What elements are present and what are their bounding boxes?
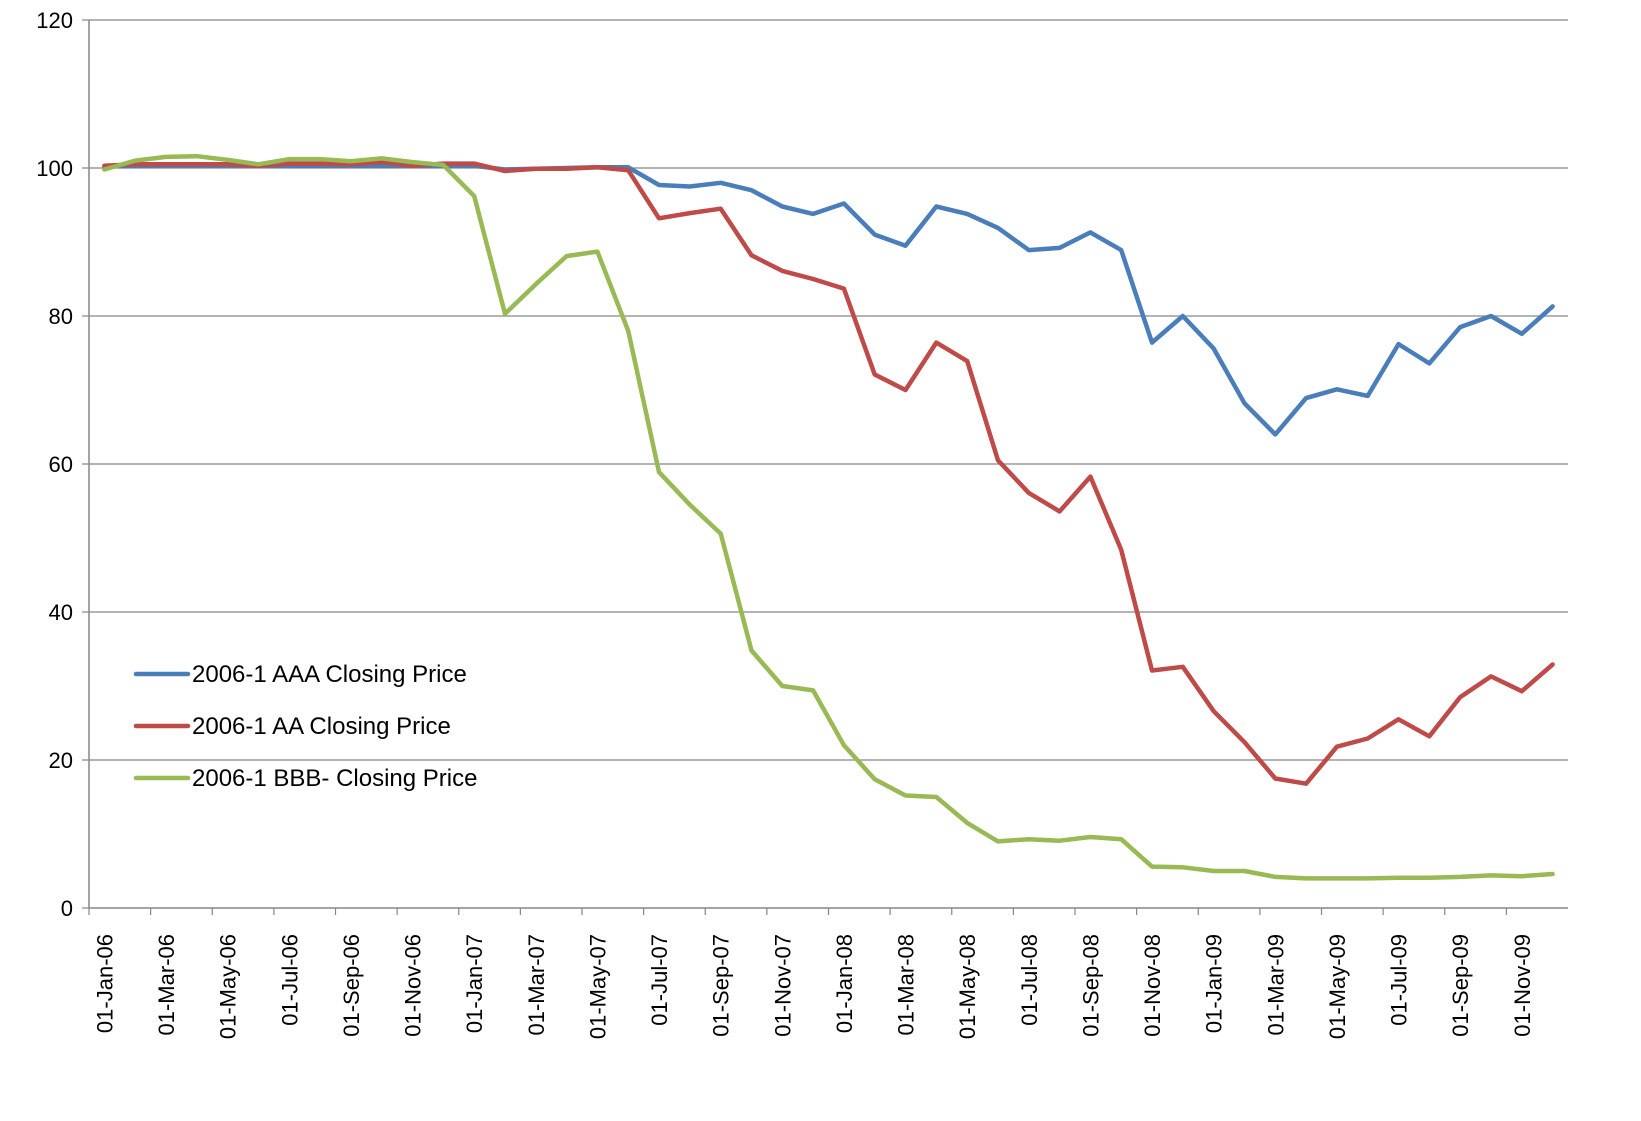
x-tick-label: 01-Jan-09 [1202,934,1227,1033]
x-tick-label: 01-Jan-06 [92,934,117,1033]
y-axis-ticks: 0 20 40 60 80 100 120 [36,8,89,921]
gridlines [89,19,1568,761]
x-tick-label: 01-Mar-08 [894,934,919,1035]
x-tick-label: 01-Nov-09 [1510,934,1535,1037]
x-tick-label: 01-Nov-06 [401,934,426,1037]
x-tick-label: 01-May-06 [216,934,241,1039]
legend-label: 2006-1 AAA Closing Price [192,661,467,688]
x-tick-label: 01-May-07 [585,934,610,1039]
x-tick-label: 01-Sep-06 [339,934,364,1037]
y-tick-label: 40 [49,600,73,625]
series-line-2 [102,159,1555,786]
x-tick-label: 01-Jul-07 [647,934,672,1026]
x-tick-label: 01-Sep-07 [709,934,734,1037]
x-tick-label: 01-Nov-07 [770,934,795,1037]
x-axis-ticks: 01-Jan-06 01-Mar-06 01-May-06 01-Jul-06 01-S… [88,908,1535,1039]
series-lines [102,153,1555,881]
y-tick-label: 60 [49,452,73,477]
x-tick-label: 01-Jul-06 [277,934,302,1026]
x-tick-label: 01-Nov-08 [1140,934,1165,1037]
x-tick-label: 01-Mar-06 [154,934,179,1035]
y-tick-label: 20 [49,748,73,773]
x-tick-label: 01-Jul-09 [1387,934,1412,1026]
x-tick-label: 01-May-08 [955,934,980,1039]
y-tick-label: 0 [61,896,73,921]
x-tick-label: 01-Mar-09 [1263,934,1288,1035]
legend: 2006-1 AAA Closing Price 2006-1 AA Closin… [133,661,477,792]
x-tick-label: 01-Mar-07 [524,934,549,1035]
y-tick-label: 120 [36,8,73,33]
x-tick-label: 01-Sep-08 [1078,934,1103,1037]
x-tick-label: 01-Jan-08 [832,934,857,1033]
legend-label: 2006-1 AA Closing Price [192,713,451,740]
y-tick-label: 80 [49,304,73,329]
x-tick-label: 01-Jul-08 [1017,934,1042,1026]
x-tick-label: 01-Jan-07 [462,934,487,1033]
x-tick-label: 01-Sep-09 [1448,934,1473,1037]
y-tick-label: 100 [36,156,73,181]
legend-label: 2006-1 BBB- Closing Price [192,765,477,792]
series-line-3 [102,153,1555,881]
x-tick-label: 01-May-09 [1325,934,1350,1039]
